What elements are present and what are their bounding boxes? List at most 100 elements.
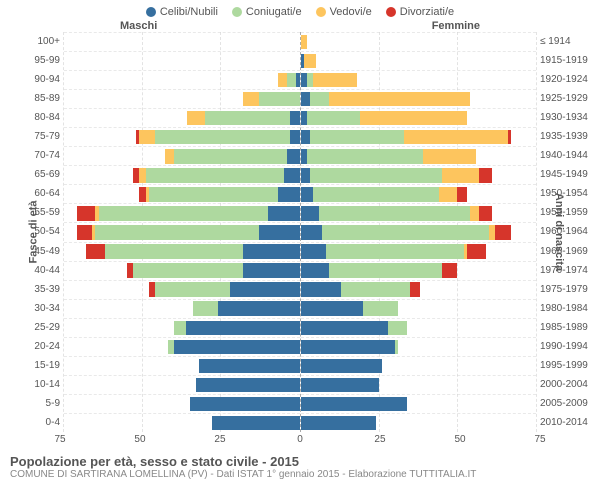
chart-title: Popolazione per età, sesso e stato civil…: [10, 454, 590, 469]
birth-year-label: 1960-1964: [540, 222, 600, 241]
age-label: 65-69: [0, 165, 60, 184]
bar-segment: [301, 397, 408, 411]
bar-row: [64, 299, 300, 318]
bar-segment: [146, 168, 284, 182]
bar-segment: [259, 92, 300, 106]
bar-segment: [307, 149, 423, 163]
birth-year-label: 1940-1944: [540, 146, 600, 165]
age-label: 100+: [0, 32, 60, 51]
header-male: Maschi: [120, 20, 157, 32]
bar-segment: [174, 340, 300, 354]
legend-label: Coniugati/e: [246, 6, 302, 18]
bar-row: [64, 146, 300, 165]
bar-segment: [310, 92, 329, 106]
bar-segment: [322, 225, 488, 239]
bar-segment: [479, 168, 492, 182]
birth-year-label: 1955-1959: [540, 203, 600, 222]
bar-segment: [301, 225, 323, 239]
bar-row: [301, 32, 537, 51]
bar-row: [64, 356, 300, 375]
x-tick: 75: [534, 434, 545, 445]
bar-segment: [313, 187, 439, 201]
birth-year-label: 1935-1939: [540, 127, 600, 146]
bars-region: [64, 32, 536, 432]
bar-row: [301, 356, 537, 375]
bar-segment: [186, 321, 299, 335]
gender-headers: Maschi Femmine: [0, 18, 600, 32]
bar-segment: [155, 130, 290, 144]
bar-row: [301, 337, 537, 356]
plot-area: Fasce di età Anni di nascita 100+95-9990…: [0, 32, 600, 432]
birth-year-label: 2005-2009: [540, 394, 600, 413]
bar-row: [64, 394, 300, 413]
x-tick: 50: [134, 434, 145, 445]
x-tick: 25: [214, 434, 225, 445]
bar-row: [64, 165, 300, 184]
bar-segment: [304, 54, 317, 68]
bar-segment: [99, 206, 269, 220]
bar-row: [301, 318, 537, 337]
bar-segment: [479, 206, 492, 220]
bar-row: [301, 375, 537, 394]
bar-segment: [404, 130, 508, 144]
bar-segment: [495, 225, 511, 239]
bar-segment: [313, 73, 357, 87]
bar-segment: [196, 378, 300, 392]
birth-year-label: 1980-1984: [540, 299, 600, 318]
age-label: 70-74: [0, 146, 60, 165]
bar-segment: [319, 206, 470, 220]
y-axis-title-right: Anni di nascita: [553, 193, 565, 271]
bar-row: [301, 184, 537, 203]
bar-row: [64, 375, 300, 394]
birth-year-label: 1970-1974: [540, 261, 600, 280]
bar-segment: [363, 301, 398, 315]
age-label: 95-99: [0, 51, 60, 70]
bar-segment: [395, 340, 398, 354]
bar-segment: [284, 168, 300, 182]
legend-swatch: [386, 7, 396, 17]
bar-segment: [301, 244, 326, 258]
bar-segment: [329, 92, 470, 106]
bar-row: [301, 165, 537, 184]
bar-row: [301, 222, 537, 241]
bar-segment: [86, 244, 105, 258]
bar-row: [301, 280, 537, 299]
bar-segment: [133, 263, 243, 277]
bar-row: [301, 70, 537, 89]
birth-year-label: 1965-1969: [540, 242, 600, 261]
bar-row: [64, 261, 300, 280]
legend-swatch: [316, 7, 326, 17]
bar-row: [64, 70, 300, 89]
bar-segment: [212, 416, 300, 430]
birth-year-label: 1950-1954: [540, 184, 600, 203]
bar-segment: [278, 73, 287, 87]
age-label: 85-89: [0, 89, 60, 108]
bar-segment: [442, 263, 458, 277]
bar-segment: [341, 282, 410, 296]
birth-year-label: 1920-1924: [540, 70, 600, 89]
bar-segment: [301, 130, 310, 144]
bar-segment: [301, 187, 314, 201]
bar-row: [64, 51, 300, 70]
bar-segment: [278, 187, 300, 201]
bar-row: [301, 203, 537, 222]
bar-segment: [205, 111, 290, 125]
legend-item: Coniugati/e: [232, 6, 302, 18]
bar-segment: [199, 359, 299, 373]
birth-year-label: 2000-2004: [540, 375, 600, 394]
bar-segment: [190, 397, 300, 411]
chart-footer: Popolazione per età, sesso e stato civil…: [0, 450, 600, 480]
bar-segment: [296, 73, 299, 87]
bar-segment: [301, 301, 364, 315]
bar-row: [301, 242, 537, 261]
bars-female: [301, 32, 537, 432]
bar-row: [301, 108, 537, 127]
bar-segment: [243, 263, 300, 277]
bar-row: [64, 203, 300, 222]
header-female: Femmine: [432, 20, 480, 32]
bar-segment: [243, 92, 259, 106]
bar-row: [301, 89, 537, 108]
bar-row: [301, 127, 537, 146]
birth-year-label: ≤ 1914: [540, 32, 600, 51]
bar-row: [301, 394, 537, 413]
